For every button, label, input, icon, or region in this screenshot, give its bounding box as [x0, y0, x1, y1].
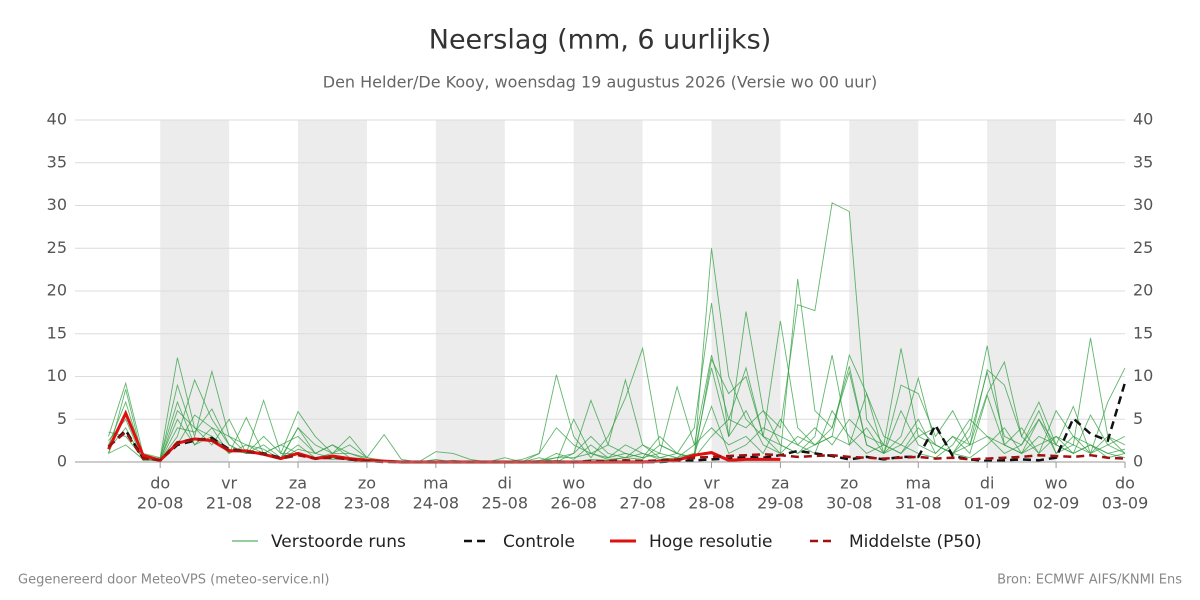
x-tick-weekday: vr [703, 474, 719, 493]
x-tick-label: 28-08 [688, 494, 735, 513]
x-tick-label: 21-08 [206, 494, 253, 513]
footer-credit: Gegenereerd door MeteoVPS (meteo-service… [18, 573, 329, 588]
y2-tick-label: 35 [1133, 152, 1153, 171]
x-tick-label: 03-09 [1102, 494, 1149, 513]
x-tick-weekday: vr [221, 474, 237, 493]
x-tick-weekday: di [980, 474, 995, 493]
y-tick-label: 20 [47, 281, 67, 300]
y-tick-label: 15 [47, 323, 67, 342]
chart-subtitle: Den Helder/De Kooy, woensdag 19 augustus… [323, 73, 878, 92]
ensemble-line [108, 248, 1126, 463]
series-line [107, 430, 1126, 464]
y2-tick-label: 30 [1133, 195, 1153, 214]
x-tick-weekday: do [1115, 474, 1135, 493]
x-tick-label: 25-08 [482, 494, 529, 513]
x-tick-label: 26-08 [550, 494, 597, 513]
x-tick-label: 24-08 [413, 494, 460, 513]
y2-tick-label: 15 [1133, 323, 1153, 342]
x-tick-weekday: do [150, 474, 170, 493]
y-tick-label: 40 [47, 110, 67, 129]
x-tick-label: 23-08 [344, 494, 391, 513]
x-tick-label: 01-09 [964, 494, 1011, 513]
x-tick-weekday: ma [906, 474, 931, 493]
y-tick-label: 30 [47, 195, 67, 214]
y2-tick-label: 10 [1133, 366, 1153, 385]
x-tick-weekday: ma [423, 474, 448, 493]
x-tick-label: 30-08 [826, 494, 873, 513]
x-tick-label: 31-08 [895, 494, 942, 513]
y2-tick-label: 20 [1133, 281, 1153, 300]
chart-title: Neerslag (mm, 6 uurlijks) [429, 25, 771, 56]
legend-label: Verstoorde runs [271, 532, 406, 552]
footer-source: Bron: ECMWF AIFS/KNMI Ens [997, 573, 1182, 588]
x-tick-weekday: wo [562, 474, 585, 493]
y-tick-label: 0 [57, 452, 67, 471]
legend-label: Controle [503, 532, 575, 552]
ensemble-line [108, 405, 1126, 463]
x-tick-weekday: za [289, 474, 307, 493]
y2-tick-label: 25 [1133, 238, 1153, 257]
x-tick-weekday: zo [840, 474, 858, 493]
y-tick-label: 25 [47, 238, 67, 257]
y-tick-label: 10 [47, 366, 67, 385]
x-tick-weekday: wo [1045, 474, 1068, 493]
y-tick-label: 35 [47, 152, 67, 171]
x-tick-label: 29-08 [757, 494, 804, 513]
x-tick-weekday: za [771, 474, 789, 493]
x-tick-weekday: do [633, 474, 653, 493]
y2-tick-label: 40 [1133, 110, 1153, 129]
legend-label: Middelste (P50) [849, 532, 982, 552]
x-tick-label: 27-08 [619, 494, 666, 513]
ensemble-line [108, 278, 1126, 463]
x-tick-label: 20-08 [137, 494, 184, 513]
x-tick-weekday: di [497, 474, 512, 493]
x-tick-label: 22-08 [275, 494, 322, 513]
legend-label: Hoge resolutie [649, 532, 773, 552]
y2-tick-label: 0 [1133, 452, 1143, 471]
x-tick-weekday: zo [358, 474, 376, 493]
y2-tick-label: 5 [1133, 409, 1143, 428]
y-tick-label: 5 [57, 409, 67, 428]
x-tick-label: 02-09 [1033, 494, 1080, 513]
